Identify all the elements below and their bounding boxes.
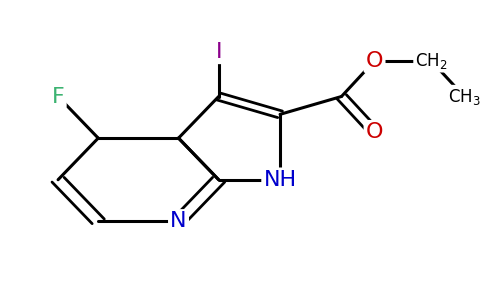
Text: CH$_2$: CH$_2$ (415, 51, 448, 71)
Text: N: N (170, 211, 187, 231)
Text: O: O (366, 51, 383, 71)
Text: O: O (366, 122, 383, 142)
Text: NH: NH (263, 170, 297, 190)
Text: F: F (52, 86, 64, 106)
Text: CH$_3$: CH$_3$ (448, 86, 481, 106)
Text: I: I (215, 42, 222, 62)
